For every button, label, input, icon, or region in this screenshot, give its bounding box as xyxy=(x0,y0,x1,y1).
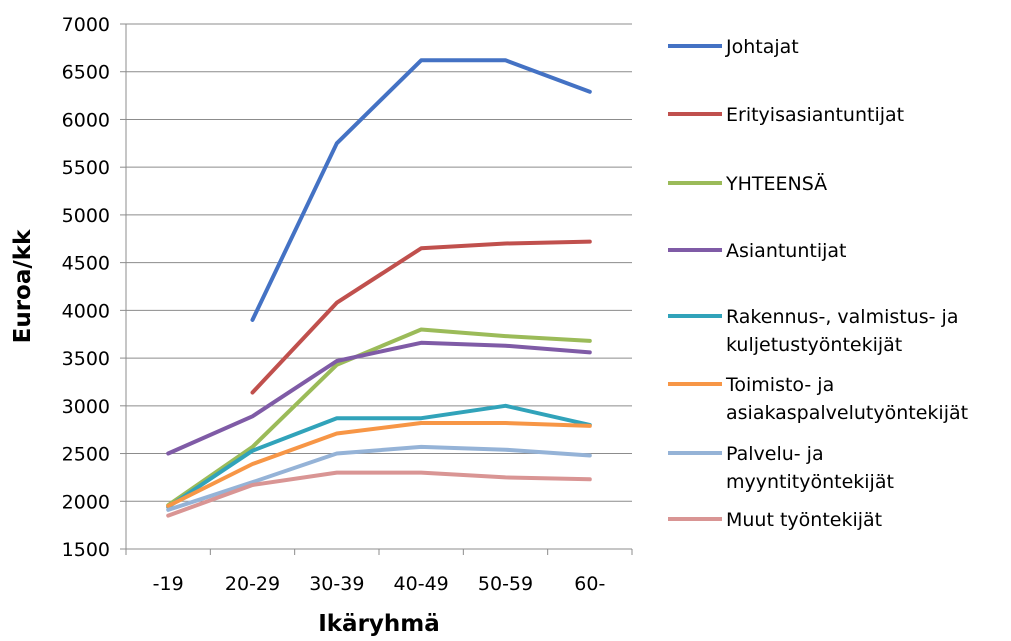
x-axis-title: Ikäryhmä xyxy=(318,611,440,637)
series-line-0 xyxy=(250,58,592,322)
legend-label: YHTEENSÄ xyxy=(725,172,827,195)
series-line-5 xyxy=(166,421,592,508)
y-tick-label: 6500 xyxy=(62,62,110,84)
y-tick-label: 5500 xyxy=(62,157,110,179)
legend-label: asiakaspalvelutyöntekijät xyxy=(726,402,968,424)
legend-label: Toimisto- ja xyxy=(725,374,834,396)
legend-item: YHTEENSÄ xyxy=(668,172,827,195)
y-tick-label: 5000 xyxy=(62,205,110,227)
series-line-2 xyxy=(166,327,592,508)
legend-label: Erityisasiantuntijat xyxy=(726,104,904,126)
axes: 1500 2000 2500 3000 3500 4000 4500 5000 5500 6000… xyxy=(62,14,633,595)
legend-label: myyntityöntekijät xyxy=(726,471,894,493)
x-tick-label: 20-29 xyxy=(225,573,280,595)
legend-item: Muut työntekijät xyxy=(668,509,882,531)
legend-label: Muut työntekijät xyxy=(726,509,882,531)
legend-label: kuljetustyöntekijät xyxy=(726,334,902,356)
y-tick-label: 6000 xyxy=(62,109,110,131)
legend: Johtajat Erityisasiantuntijat YHTEENSÄ Asia… xyxy=(668,36,968,531)
x-tick-label: 30-39 xyxy=(309,573,364,595)
series-line-6 xyxy=(166,444,592,512)
legend-item: Asiantuntijat xyxy=(668,240,847,262)
y-tick-label: 2500 xyxy=(62,444,110,466)
series-line-4 xyxy=(166,403,592,509)
y-tick-label: 7000 xyxy=(62,14,110,36)
y-tick-label: 1500 xyxy=(62,539,110,561)
x-tick-label: 40-49 xyxy=(394,573,449,595)
legend-label: Palvelu- ja xyxy=(726,443,824,465)
legend-item: Toimisto- ja asiakaspalvelutyöntekijät xyxy=(668,374,968,424)
legend-item: Rakennus-, valmistus- ja kuljetustyönteki… xyxy=(668,306,958,356)
legend-item: Johtajat xyxy=(668,36,799,58)
gridlines xyxy=(126,23,632,502)
series-line-7 xyxy=(166,470,592,518)
series-line-1 xyxy=(250,239,592,395)
legend-item: Palvelu- ja myyntityöntekijät xyxy=(668,443,894,493)
y-tick-label: 4000 xyxy=(62,300,110,322)
legend-label: Asiantuntijat xyxy=(726,240,847,262)
y-tick-label: 4500 xyxy=(62,253,110,275)
series-line-3 xyxy=(166,340,592,456)
y-axis-title: Euroa/kk xyxy=(10,229,36,343)
legend-label: Johtajat xyxy=(725,36,799,58)
x-tick-label: 50-59 xyxy=(478,573,533,595)
x-tick-label: -19 xyxy=(153,573,184,595)
legend-item: Erityisasiantuntijat xyxy=(668,104,904,126)
y-tick-label: 3000 xyxy=(62,396,110,418)
x-tick-label: 60- xyxy=(574,573,605,595)
legend-label: Rakennus-, valmistus- ja xyxy=(726,306,958,328)
y-tick-label: 2000 xyxy=(62,491,110,513)
y-tick-label: 3500 xyxy=(62,348,110,370)
series-lines xyxy=(166,58,592,518)
